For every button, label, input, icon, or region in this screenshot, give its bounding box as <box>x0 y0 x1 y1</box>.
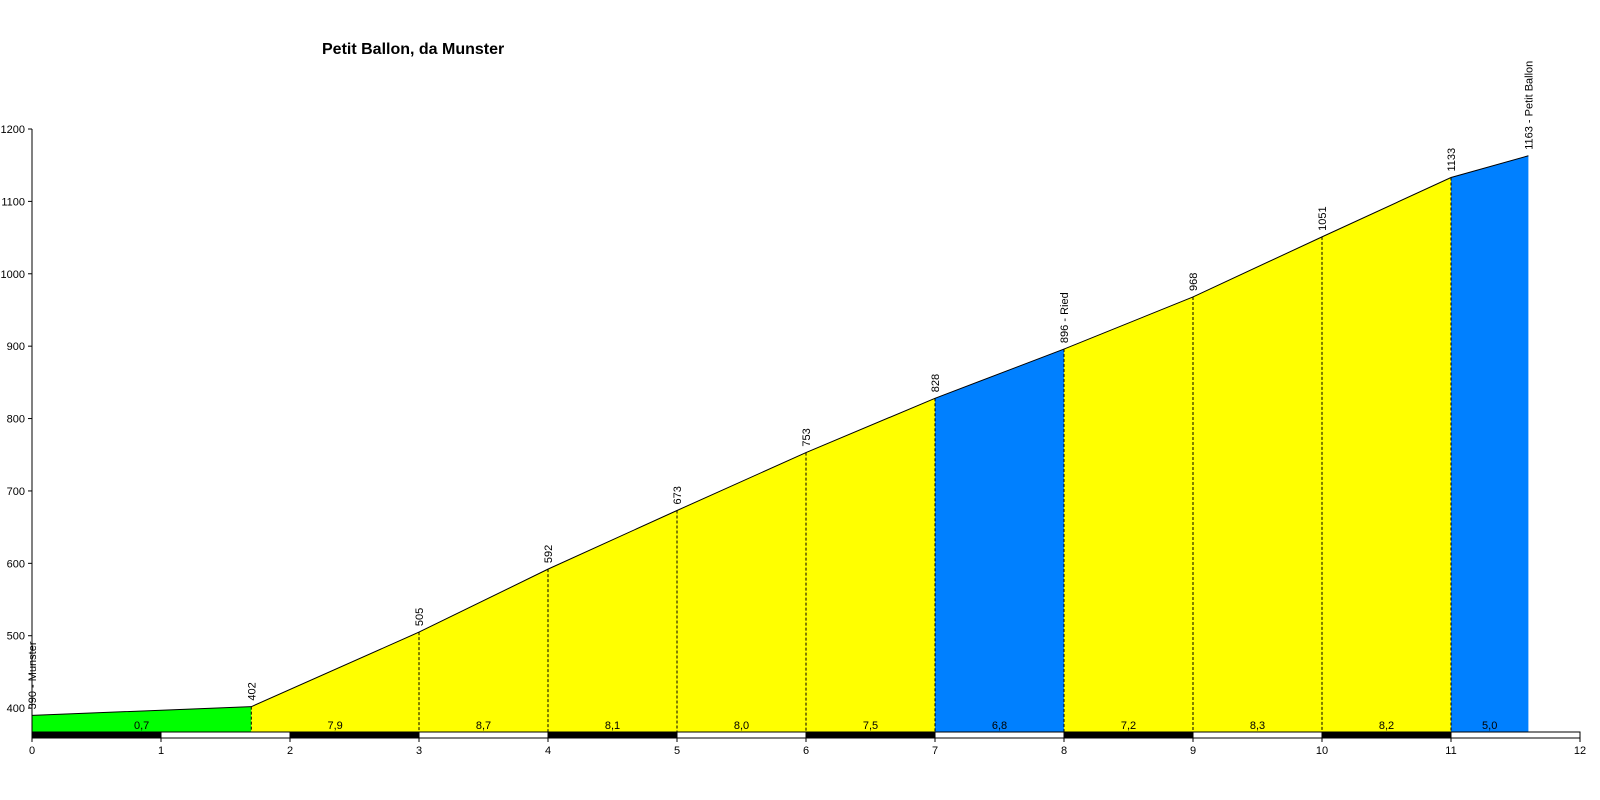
km-scale-bar <box>31 731 1581 739</box>
x-tick-label-6: 6 <box>803 745 809 757</box>
elevation-label-12: 1163 - Petit Ballon <box>1523 61 1535 150</box>
x-tick-label-4: 4 <box>545 745 551 757</box>
x-tick-label-12: 12 <box>1574 745 1586 757</box>
elevation-label-3: 505 <box>414 608 426 626</box>
profile-segment-1 <box>32 706 252 732</box>
gradient-labels: 0,7 7,9 8,7 8,1 8,0 7,5 6,8 7,2 8,3 8,2 5,0 <box>134 720 1497 732</box>
gradient-label-1: 0,7 <box>134 720 149 732</box>
profile-segment-10 <box>1322 177 1451 732</box>
elevation-label-10: 1051 <box>1317 206 1329 230</box>
elevation-label-7: 828 <box>930 374 942 392</box>
x-tick-label-3: 3 <box>416 745 422 757</box>
scale-block-10 <box>1321 731 1452 739</box>
profile-segment-2 <box>251 632 419 732</box>
x-tick-label-2: 2 <box>287 745 293 757</box>
y-tick-label-1100: 1100 <box>1 196 25 208</box>
elevation-label-11: 1133 <box>1446 148 1458 172</box>
profile-segment-3 <box>419 569 548 732</box>
y-tick-label-400: 400 <box>7 703 25 715</box>
chart-title: Petit Ballon, da Munster <box>322 41 504 58</box>
gradient-label-3: 8,7 <box>476 720 491 732</box>
elevation-label-1: 390 - Munster <box>27 641 39 709</box>
scale-block-6 <box>805 731 936 739</box>
x-tick-label-0: 0 <box>29 745 35 757</box>
x-tick-label-8: 8 <box>1061 745 1067 757</box>
profile-segment-6 <box>806 398 935 732</box>
scale-block-0 <box>31 731 162 739</box>
profile-outline <box>31 155 1529 716</box>
y-tick-label-500: 500 <box>7 631 25 643</box>
profile-segment-7 <box>935 349 1064 732</box>
profile-segment-4 <box>548 510 677 732</box>
y-tick-label-1200: 1200 <box>1 124 25 136</box>
scale-block-5 <box>676 731 807 739</box>
gradient-label-6: 7,5 <box>863 720 878 732</box>
elevation-label-8: 896 - Ried <box>1059 292 1071 343</box>
y-tick-label-600: 600 <box>7 558 25 570</box>
y-tick-label-1000: 1000 <box>1 269 25 281</box>
y-tick-label-800: 800 <box>7 414 25 426</box>
gradient-label-7: 6,8 <box>992 720 1007 732</box>
gradient-label-11: 5,0 <box>1482 720 1497 732</box>
scale-block-7 <box>934 731 1065 739</box>
scale-block-1 <box>160 731 291 739</box>
gradient-label-4: 8,1 <box>605 720 620 732</box>
scale-block-11 <box>1450 731 1581 739</box>
elevation-label-9: 968 <box>1188 273 1200 291</box>
x-tick-label-7: 7 <box>932 745 938 757</box>
elevation-label-4: 592 <box>543 545 555 563</box>
x-tick-label-9: 9 <box>1190 745 1196 757</box>
gradient-label-8: 7,2 <box>1121 720 1136 732</box>
profile-segment-8 <box>1064 296 1193 732</box>
gradient-label-2: 7,9 <box>328 720 343 732</box>
scale-block-9 <box>1192 731 1323 739</box>
km-dividers <box>250 177 1452 732</box>
y-tick-label-700: 700 <box>7 486 25 498</box>
elevation-label-5: 673 <box>672 486 684 504</box>
x-tick-label-1: 1 <box>158 745 164 757</box>
x-tick-label-11: 11 <box>1445 745 1456 757</box>
scale-block-4 <box>547 731 678 739</box>
profile-segment-9 <box>1193 236 1322 732</box>
elevation-label-2: 402 <box>246 682 258 700</box>
x-tick-label-5: 5 <box>674 745 680 757</box>
y-tick-label-900: 900 <box>7 341 25 353</box>
gradient-label-10: 8,2 <box>1379 720 1394 732</box>
profile-segments <box>32 155 1529 732</box>
x-tick-label-10: 10 <box>1316 745 1328 757</box>
profile-segment-11 <box>1451 155 1529 732</box>
scale-block-2 <box>289 731 420 739</box>
profile-segment-5 <box>677 452 806 732</box>
gradient-label-5: 8,0 <box>734 720 749 732</box>
elevation-label-6: 753 <box>801 428 813 446</box>
scale-block-3 <box>418 731 549 739</box>
scale-block-8 <box>1063 731 1194 739</box>
elevation-labels: 390 - Munster 402 505 592 673 753 828 896 - Rie… <box>27 61 1535 710</box>
gradient-label-9: 8,3 <box>1250 720 1265 732</box>
